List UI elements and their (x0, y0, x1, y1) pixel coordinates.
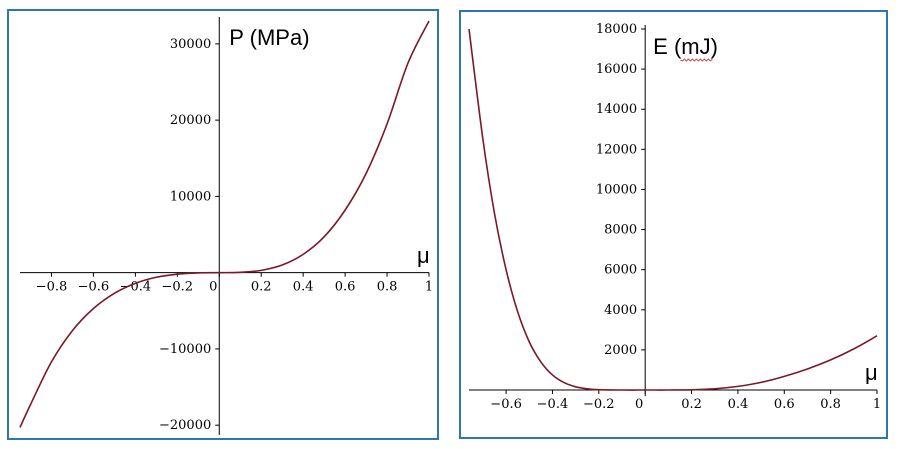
pressure-x-tick-label: 0.6 (335, 280, 356, 295)
pressure-x-tick-label: 0.8 (377, 280, 398, 295)
energy-y-tick-label: 18000 (596, 22, 637, 37)
pressure-x-tick-label: 0.2 (251, 280, 272, 295)
energy-y-tick-label: 6000 (604, 263, 637, 278)
pressure-curve-series-0 (19, 20, 430, 428)
pressure-x-tick-label: 0.4 (293, 280, 314, 295)
energy-x-axis-title: μ (865, 360, 878, 385)
energy-x-tick-label: −0.6 (490, 397, 522, 412)
energy-y-tick-label: 10000 (596, 182, 637, 197)
pressure-x-tick-label: −0.4 (120, 280, 152, 295)
energy-curve-series-0 (468, 28, 878, 391)
energy-y-tick-label: 4000 (604, 303, 637, 318)
pressure-y-tick-label: 30000 (170, 37, 211, 52)
pressure-y-tick-label: 10000 (170, 189, 211, 204)
spellcheck-underline (680, 58, 713, 62)
pressure-y-tick-label: −20000 (159, 418, 211, 433)
pressure-x-tick-label: 0 (209, 280, 217, 295)
pressure-x-tick-label: −0.2 (162, 280, 194, 295)
energy-x-tick-label: 0.8 (820, 397, 841, 412)
pressure-x-tick-label: −0.6 (78, 280, 110, 295)
pressure-y-tick-label: 20000 (170, 113, 211, 128)
pressure-x-axis-title: μ (417, 243, 430, 268)
energy-x-tick-label: −0.4 (537, 397, 569, 412)
energy-y-axis-title: E (mJ) (653, 34, 718, 59)
pressure-x-tick-label: 1 (425, 280, 433, 295)
pressure-y-tick-label: −10000 (159, 342, 211, 357)
pressure-chart: −0.8 −0.6 −0.4 −0.2 0 0.2 0.4 0.6 0.8 1 −20000 −100… (19, 17, 433, 435)
energy-x-tick-label: 0 (635, 397, 643, 412)
energy-y-tick-label: 12000 (596, 142, 637, 157)
energy-x-tick-label: 1 (873, 397, 881, 412)
pressure-x-tick-label: −0.8 (36, 280, 68, 295)
energy-y-tick-label: 8000 (604, 223, 637, 238)
energy-chart-panel: −0.6 −0.4 −0.2 0 0.2 0.4 0.6 0.8 1 2000 4000 6000 80… (459, 10, 888, 439)
energy-y-tick-label: 16000 (596, 62, 637, 77)
energy-y-tick-label: 14000 (596, 102, 637, 117)
energy-x-tick-label: 0.6 (774, 397, 795, 412)
pressure-chart-panel: −0.8 −0.6 −0.4 −0.2 0 0.2 0.4 0.6 0.8 1 −20000 −100… (7, 9, 439, 440)
pressure-y-axis-title: P (MPa) (229, 25, 309, 50)
energy-x-tick-label: 0.4 (728, 397, 749, 412)
energy-x-tick-label: 0.2 (681, 397, 702, 412)
energy-chart: −0.6 −0.4 −0.2 0 0.2 0.4 0.6 0.8 120004000600080… (468, 22, 881, 412)
energy-x-tick-label: −0.2 (583, 397, 615, 412)
energy-y-tick-label: 2000 (604, 343, 637, 358)
